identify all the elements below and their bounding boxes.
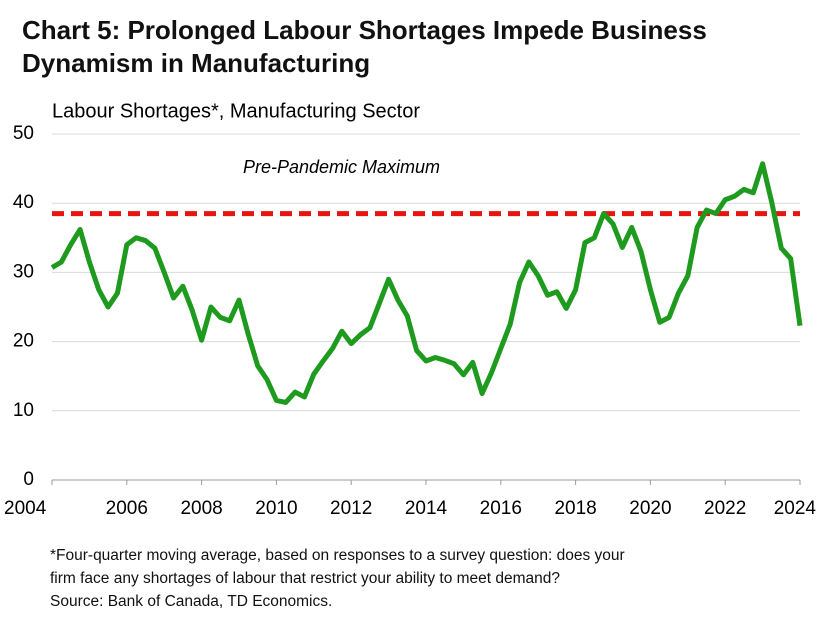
x-tick-label: 2006 — [106, 498, 148, 519]
reference-label: Pre-Pandemic Maximum — [243, 157, 440, 177]
y-tick-label: 10 — [13, 400, 34, 421]
chart-title: Chart 5: Prolonged Labour Shortages Impe… — [22, 15, 707, 78]
y-tick-label: 50 — [13, 123, 34, 144]
x-tick-label: 2022 — [704, 498, 746, 519]
x-tick-label: 2024 — [774, 498, 817, 519]
x-tick-label: 2004 — [4, 498, 47, 519]
note: Source: Bank of Canada, TD Economics. — [50, 593, 333, 610]
x-tick-label: 2008 — [180, 498, 222, 519]
y-tick-label: 40 — [13, 192, 34, 213]
note: *Four-quarter moving average, based on r… — [50, 547, 625, 564]
data-line — [50, 161, 803, 405]
y-tick-label: 30 — [13, 261, 34, 282]
note: firm face any shortages of labour that r… — [50, 570, 561, 587]
x-tick-label: 2010 — [255, 498, 297, 519]
y-tick-label: 20 — [13, 331, 34, 352]
x-tick-label: 2020 — [629, 498, 671, 519]
x-tick-label: 2016 — [480, 498, 522, 519]
x-tick-label: 2018 — [554, 498, 596, 519]
chart-subtitle: Labour Shortages*, Manufacturing Sector — [52, 100, 420, 122]
y-tick-label: 0 — [23, 469, 34, 490]
x-tick-label: 2012 — [330, 498, 372, 519]
notes: *Four-quarter moving average, based on r… — [50, 544, 625, 613]
x-tick-label: 2014 — [405, 498, 448, 519]
